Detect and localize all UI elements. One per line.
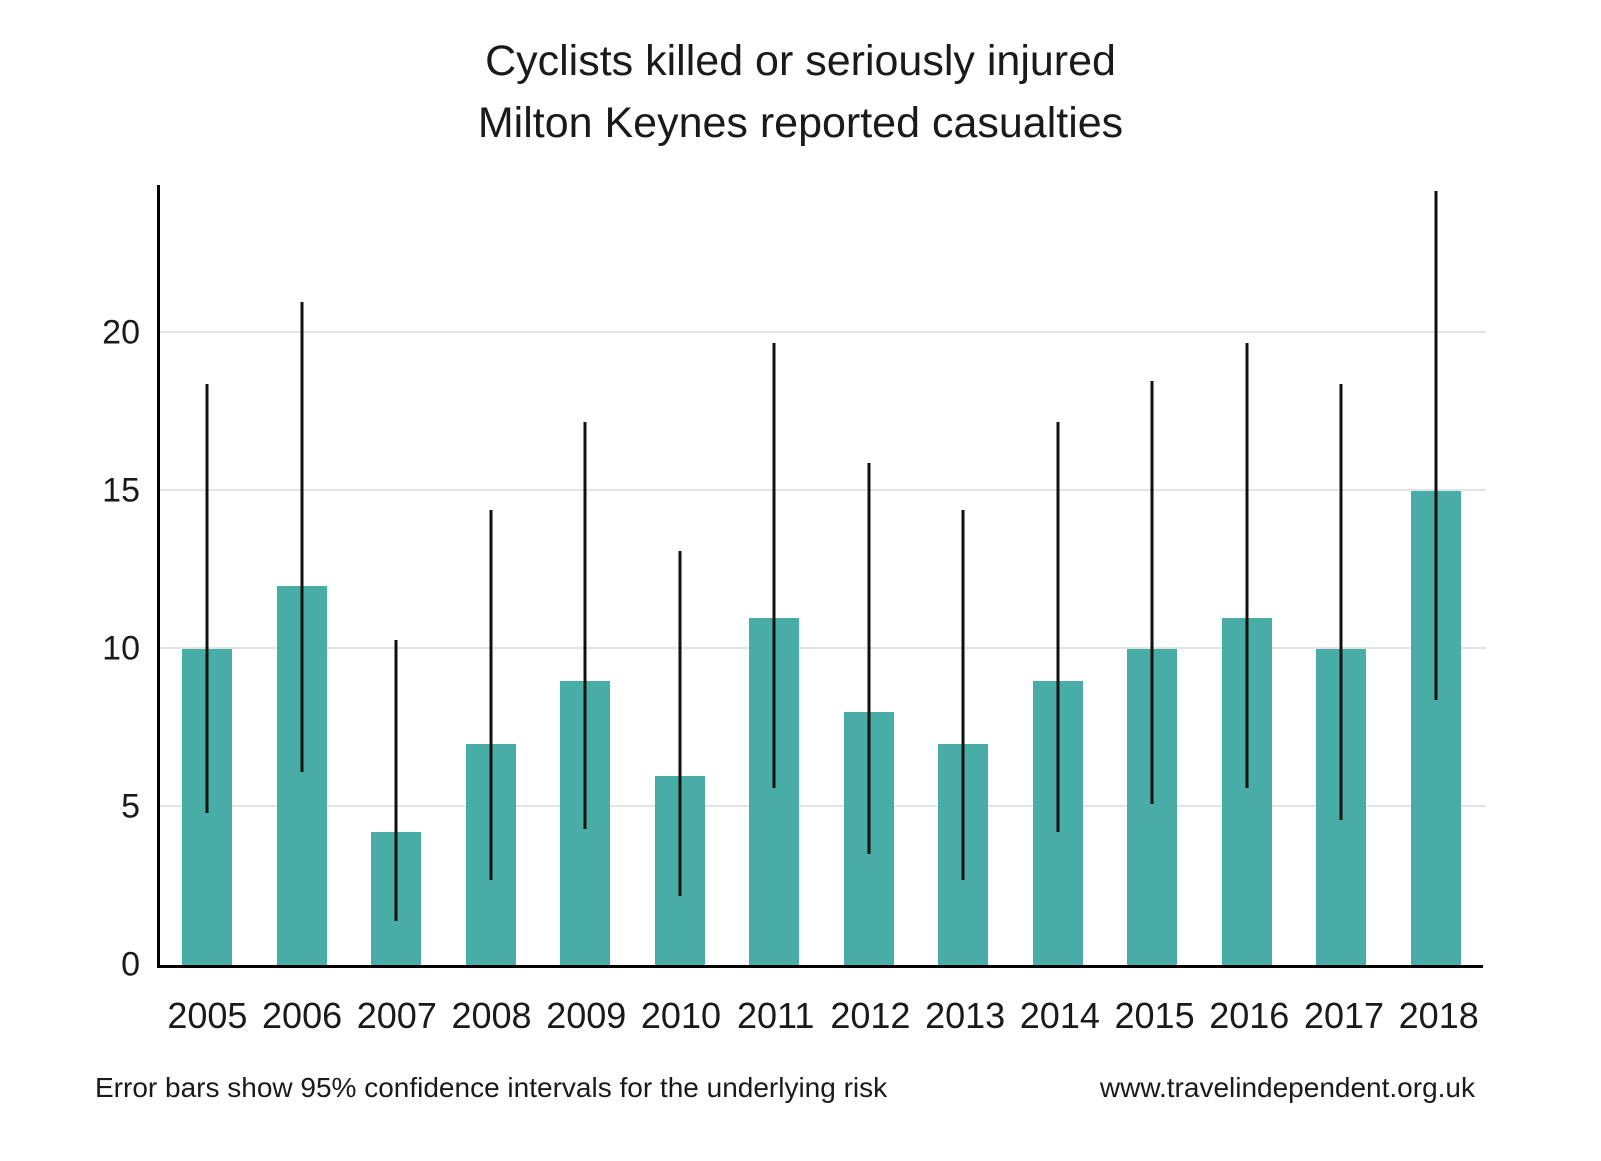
- x-tick-label-2005: 2005: [167, 995, 248, 1036]
- y-tick-label-20: 20: [102, 313, 140, 352]
- x-tick-label-2014: 2014: [1019, 995, 1100, 1036]
- plot-area: [157, 185, 1486, 968]
- error-bar-2013: [961, 510, 965, 880]
- footer-url: www.travelindependent.org.uk: [1099, 1072, 1475, 1103]
- bar-group-2015: [1105, 185, 1200, 965]
- bar-group-2012: [822, 185, 917, 965]
- y-tick-label-5: 5: [121, 787, 140, 826]
- x-tick-label-2012: 2012: [830, 995, 911, 1036]
- error-bar-2012: [867, 462, 871, 855]
- chart-footer: Error bars show 95% confidence intervals…: [95, 1072, 1475, 1104]
- bar-group-2009: [538, 185, 633, 965]
- bar-group-2011: [727, 185, 822, 965]
- bar-group-2016: [1200, 185, 1295, 965]
- bar-group-2017: [1294, 185, 1389, 965]
- x-tick-label-2008: 2008: [451, 995, 532, 1036]
- bar-group-2013: [916, 185, 1011, 965]
- error-bar-2011: [772, 342, 776, 789]
- error-bar-2006: [300, 301, 304, 773]
- x-tick-label-2009: 2009: [546, 995, 627, 1036]
- error-bar-2008: [489, 510, 493, 880]
- error-bar-2010: [678, 551, 682, 896]
- x-tick-label-2007: 2007: [356, 995, 437, 1036]
- x-tick-label-2006: 2006: [262, 995, 343, 1036]
- x-tick-label-2013: 2013: [925, 995, 1006, 1036]
- bars-container: [160, 185, 1483, 965]
- footer-note: Error bars show 95% confidence intervals…: [95, 1072, 888, 1103]
- y-tick-label-0: 0: [121, 945, 140, 984]
- bar-group-2006: [255, 185, 350, 965]
- bar-group-2014: [1011, 185, 1106, 965]
- gridline-y-5: [160, 805, 1486, 808]
- x-axis-line: [157, 965, 1483, 968]
- error-bar-2015: [1150, 380, 1154, 804]
- error-bar-2017: [1339, 383, 1343, 820]
- x-tick-label-2011: 2011: [736, 995, 815, 1036]
- error-bar-2016: [1245, 342, 1249, 789]
- y-axis-line: [157, 185, 160, 965]
- error-bar-2007: [394, 639, 398, 921]
- error-bar-2018: [1434, 191, 1438, 700]
- error-bar-2014: [1056, 421, 1060, 833]
- gridline-y-20: [160, 331, 1486, 334]
- y-tick-label-15: 15: [102, 471, 140, 510]
- x-axis-labels: 2005 2006 2007 2008 2009 2010 2011 2012 2013 2014…: [160, 995, 1486, 1037]
- x-tick-label-2010: 2010: [640, 995, 721, 1036]
- gridline-y-15: [160, 489, 1486, 492]
- x-tick-label-2018: 2018: [1398, 995, 1479, 1036]
- chart-title-line2: Milton Keynes reported casualties: [477, 99, 1124, 148]
- x-tick-label-2015: 2015: [1114, 995, 1195, 1036]
- x-tick-label-2017: 2017: [1303, 995, 1385, 1036]
- error-bar-2005: [205, 383, 209, 814]
- bar-group-2007: [349, 185, 444, 965]
- y-tick-label-10: 10: [102, 629, 140, 668]
- bar-group-2018: [1389, 185, 1484, 965]
- bar-group-2005: [160, 185, 255, 965]
- bar-group-2008: [444, 185, 539, 965]
- gridline-y-10: [160, 647, 1486, 650]
- x-tick-label-2016: 2016: [1209, 995, 1290, 1036]
- chart-title: Cyclists killed or seriously injured Mil…: [0, 30, 1601, 155]
- chart-title-line1: Cyclists killed or seriously injured: [485, 37, 1116, 85]
- error-bar-2009: [583, 421, 587, 830]
- bar-group-2010: [633, 185, 728, 965]
